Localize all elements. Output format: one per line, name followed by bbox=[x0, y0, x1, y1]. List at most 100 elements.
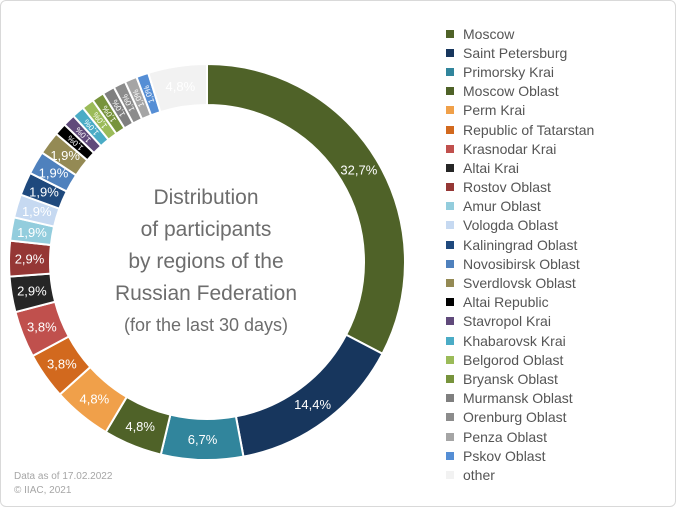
legend-item: Pskov Oblast bbox=[446, 446, 594, 465]
slice-data-label: 4,8% bbox=[125, 419, 155, 434]
legend-label: Primorsky Krai bbox=[463, 63, 555, 80]
slice-data-label: 2,9% bbox=[17, 284, 47, 299]
slice-data-label: 1,9% bbox=[22, 204, 52, 219]
legend-item: Belgorod Oblast bbox=[446, 350, 594, 369]
slice-data-label: 32,7% bbox=[340, 163, 377, 178]
slice-data-label: 1,9% bbox=[50, 148, 80, 163]
chart-legend: Moscow Saint Petersburg Primorsky Krai Mosc… bbox=[446, 24, 594, 485]
slice-data-label: 14,4% bbox=[294, 397, 331, 412]
legend-label: Republic of Tatarstan bbox=[463, 121, 595, 138]
legend-swatch bbox=[446, 394, 454, 403]
legend-swatch bbox=[446, 183, 454, 192]
legend-label: Altai Republic bbox=[463, 294, 549, 311]
legend-swatch bbox=[446, 87, 454, 96]
legend-item: Novosibirsk Oblast bbox=[446, 254, 594, 273]
legend-swatch bbox=[446, 259, 454, 268]
legend-item: Saint Petersburg bbox=[446, 43, 594, 62]
chart-title-line-1: Distribution bbox=[153, 186, 259, 209]
legend-label: Bryansk Oblast bbox=[463, 370, 558, 387]
legend-item: Amur Oblast bbox=[446, 197, 594, 216]
legend-item: Stavropol Krai bbox=[446, 312, 594, 331]
legend-label: Moscow Oblast bbox=[463, 83, 559, 100]
legend-swatch bbox=[446, 355, 454, 364]
legend-swatch bbox=[446, 451, 454, 460]
legend-label: Vologda Oblast bbox=[463, 217, 558, 234]
copyright-note: © IIAC, 2021 bbox=[14, 485, 72, 496]
slice-data-label: 4,8% bbox=[166, 79, 196, 94]
legend-label: Belgorod Oblast bbox=[463, 351, 564, 368]
slice-data-label: 3,8% bbox=[27, 320, 57, 335]
legend-label: Sverdlovsk Oblast bbox=[463, 275, 576, 292]
legend-swatch bbox=[446, 48, 454, 57]
slice-data-label: 1,9% bbox=[39, 165, 69, 180]
data-date-note: Data as of 17.02.2022 bbox=[14, 471, 113, 482]
legend-label: Stavropol Krai bbox=[463, 313, 551, 330]
legend-item: Murmansk Oblast bbox=[446, 389, 594, 408]
chart-title-line-2: of participants bbox=[140, 218, 272, 241]
legend-swatch bbox=[446, 413, 454, 422]
chart-title: Distribution of participants by regions … bbox=[96, 182, 316, 340]
legend-label: Penza Oblast bbox=[463, 428, 548, 445]
legend-item: Sverdlovsk Oblast bbox=[446, 273, 594, 292]
legend-item: Rostov Oblast bbox=[446, 178, 594, 197]
legend-item: Moscow Oblast bbox=[446, 82, 594, 101]
legend-label: Rostov Oblast bbox=[463, 179, 551, 196]
legend-swatch bbox=[446, 144, 454, 153]
legend-item: Khabarovsk Krai bbox=[446, 331, 594, 350]
donut-slice bbox=[234, 333, 384, 458]
slice-data-label: 6,7% bbox=[188, 432, 218, 447]
legend-item: other bbox=[446, 465, 594, 484]
chart-title-line-4: Russian Federation bbox=[114, 282, 298, 305]
legend-swatch bbox=[446, 67, 454, 76]
chart-subtitle: (for the last 30 days) bbox=[123, 315, 289, 335]
legend-item: Republic of Tatarstan bbox=[446, 120, 594, 139]
legend-label: Perm Krai bbox=[463, 102, 526, 119]
legend-swatch bbox=[446, 240, 454, 249]
legend-swatch bbox=[446, 202, 454, 211]
legend-label: Murmansk Oblast bbox=[463, 390, 573, 407]
legend-swatch bbox=[446, 221, 454, 230]
legend-swatch bbox=[446, 29, 454, 38]
legend-swatch bbox=[446, 470, 454, 479]
legend-swatch bbox=[446, 317, 454, 326]
legend-item: Krasnodar Krai bbox=[446, 139, 594, 158]
legend-label: Krasnodar Krai bbox=[463, 140, 557, 157]
slice-data-label: 3,8% bbox=[47, 357, 77, 372]
legend-item: Kaliningrad Oblast bbox=[446, 235, 594, 254]
legend-item: Penza Oblast bbox=[446, 427, 594, 446]
legend-swatch bbox=[446, 298, 454, 307]
legend-swatch bbox=[446, 336, 454, 345]
legend-label: Amur Oblast bbox=[463, 198, 541, 215]
legend-label: Orenburg Oblast bbox=[463, 409, 567, 426]
legend-swatch bbox=[446, 106, 454, 115]
slice-data-label: 1,9% bbox=[29, 184, 59, 199]
legend-item: Moscow bbox=[446, 24, 594, 43]
legend-item: Orenburg Oblast bbox=[446, 408, 594, 427]
legend-label: Novosibirsk Oblast bbox=[463, 255, 580, 272]
chart-title-line-3: by regions of the bbox=[128, 250, 284, 273]
chart-footer: Data as of 17.02.2022 © IIAC, 2021 bbox=[14, 470, 112, 498]
legend-swatch bbox=[446, 374, 454, 383]
legend-label: Khabarovsk Krai bbox=[463, 332, 566, 349]
slice-data-label: 2,9% bbox=[15, 251, 45, 266]
legend-label: Altai Krai bbox=[463, 159, 520, 176]
legend-swatch bbox=[446, 125, 454, 134]
legend-swatch bbox=[446, 432, 454, 441]
legend-label: Pskov Oblast bbox=[463, 447, 546, 464]
legend-item: Altai Republic bbox=[446, 293, 594, 312]
legend-item: Bryansk Oblast bbox=[446, 369, 594, 388]
legend-label: Moscow bbox=[463, 25, 515, 42]
legend-item: Altai Krai bbox=[446, 158, 594, 177]
slice-data-label: 1,9% bbox=[17, 225, 47, 240]
legend-swatch bbox=[446, 163, 454, 172]
legend-swatch bbox=[446, 279, 454, 288]
legend-item: Primorsky Krai bbox=[446, 62, 594, 81]
legend-label: other bbox=[463, 466, 495, 483]
legend-label: Kaliningrad Oblast bbox=[463, 236, 578, 253]
legend-label: Saint Petersburg bbox=[463, 44, 568, 61]
slice-data-label: 4,8% bbox=[80, 392, 110, 407]
legend-item: Perm Krai bbox=[446, 101, 594, 120]
donut-slice bbox=[146, 62, 208, 114]
legend-item: Vologda Oblast bbox=[446, 216, 594, 235]
